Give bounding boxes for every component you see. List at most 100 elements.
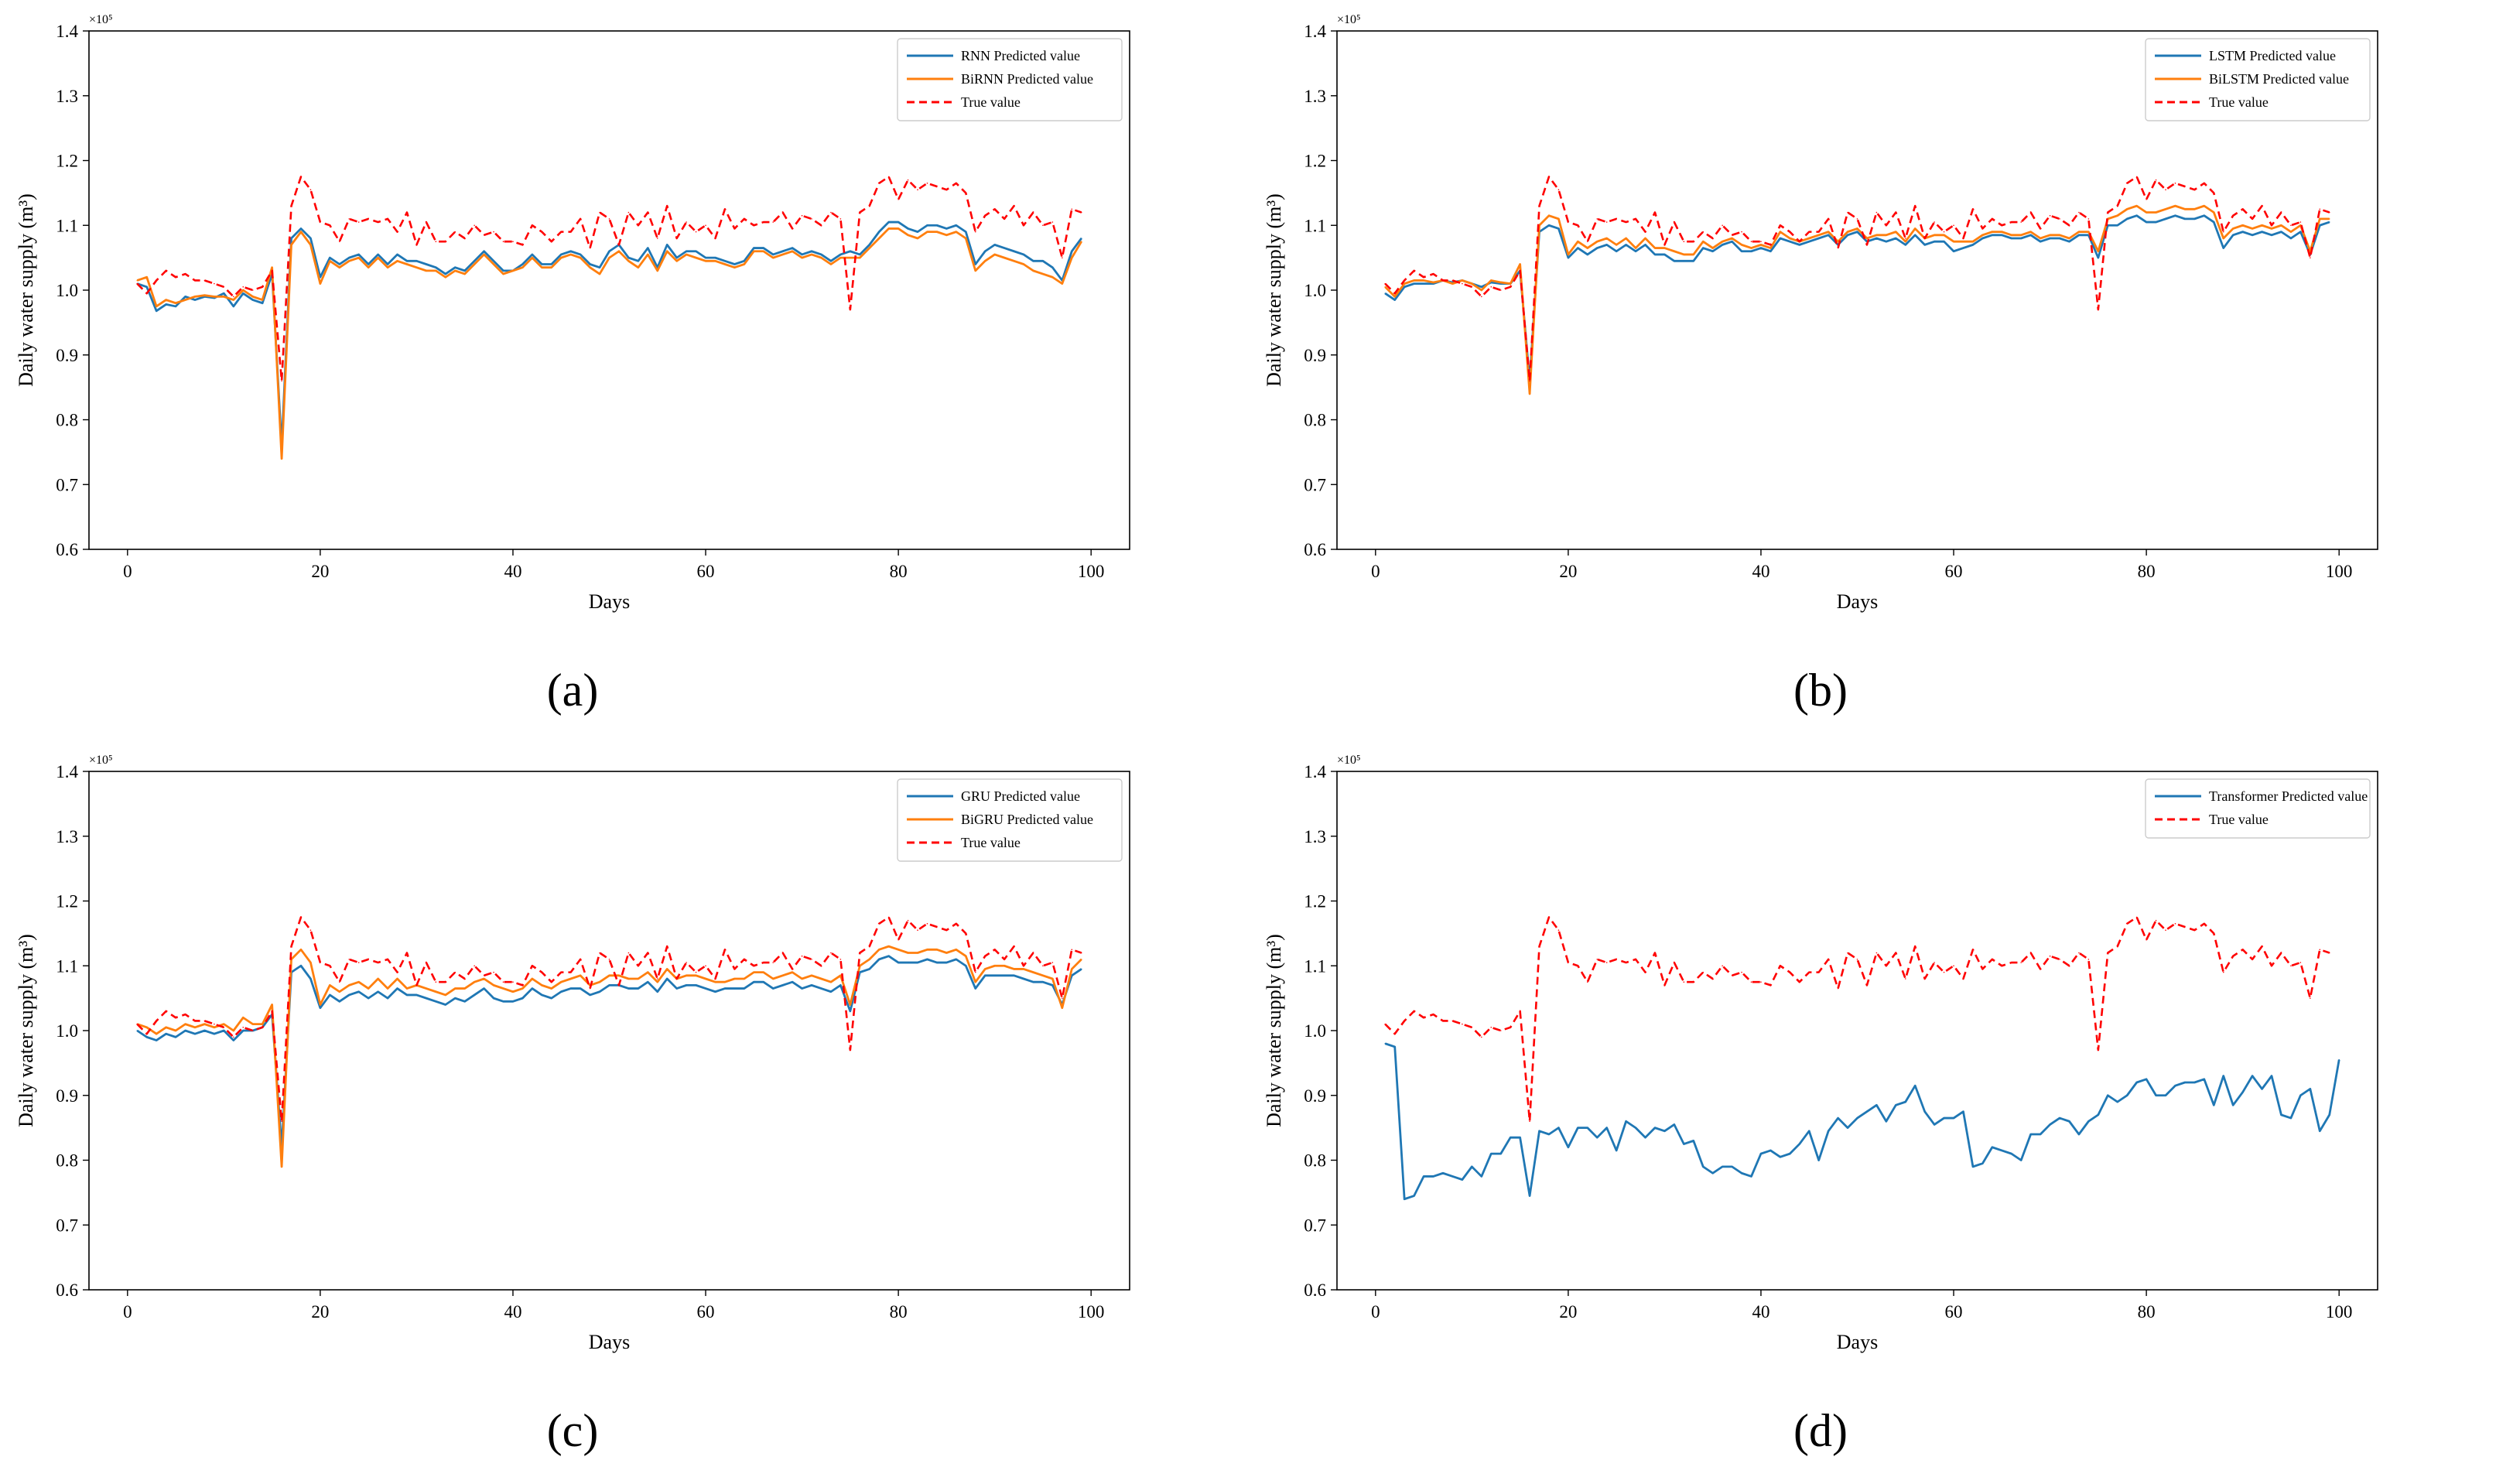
data-point bbox=[387, 218, 388, 220]
data-point bbox=[1625, 962, 1627, 963]
data-point bbox=[532, 254, 533, 255]
data-point bbox=[1625, 221, 1627, 223]
data-point bbox=[387, 997, 388, 999]
data-point bbox=[2020, 962, 2022, 963]
data-point bbox=[965, 955, 967, 957]
data-point bbox=[2319, 218, 2321, 220]
data-point bbox=[1481, 1175, 1482, 1178]
data-point bbox=[1847, 1127, 1848, 1129]
data-point bbox=[1654, 952, 1656, 954]
data-point bbox=[463, 270, 466, 272]
data-point bbox=[2280, 211, 2282, 214]
data-point bbox=[839, 257, 842, 258]
data-point bbox=[1741, 1172, 1742, 1175]
data-point bbox=[2328, 218, 2330, 220]
data-point bbox=[1683, 981, 1685, 983]
data-point bbox=[1062, 257, 1063, 258]
data-point bbox=[936, 962, 938, 963]
data-point bbox=[1702, 971, 1704, 973]
data-point bbox=[569, 987, 572, 990]
data-point bbox=[2252, 1075, 2253, 1077]
data-point bbox=[1702, 1166, 1704, 1168]
data-point bbox=[1013, 260, 1015, 262]
data-point bbox=[830, 981, 832, 983]
data-point bbox=[2310, 1088, 2311, 1090]
data-point bbox=[502, 241, 504, 242]
y-tick-label: 0.6 bbox=[1304, 540, 1326, 559]
data-point bbox=[956, 231, 957, 233]
data-point bbox=[1032, 981, 1034, 983]
data-point bbox=[2116, 224, 2118, 227]
data-point bbox=[1828, 959, 1829, 960]
data-point bbox=[483, 975, 485, 976]
data-point bbox=[271, 266, 273, 268]
data-point bbox=[936, 186, 938, 187]
data-point bbox=[1856, 1117, 1858, 1119]
data-point bbox=[1798, 981, 1800, 983]
data-point bbox=[984, 214, 986, 217]
exponent-label: ×10⁵ bbox=[89, 13, 113, 26]
data-point bbox=[2261, 945, 2263, 947]
data-point bbox=[675, 238, 678, 239]
data-point bbox=[521, 266, 524, 268]
x-tick-label: 100 bbox=[2326, 1302, 2353, 1322]
data-point bbox=[1962, 1110, 1964, 1113]
data-point bbox=[233, 1039, 234, 1041]
legend-label: GRU Predicted value bbox=[961, 788, 1080, 804]
data-point bbox=[320, 282, 321, 285]
data-point bbox=[194, 1027, 196, 1028]
data-point bbox=[792, 971, 793, 973]
data-point bbox=[550, 266, 552, 268]
y-tick-label: 0.7 bbox=[56, 1216, 78, 1235]
data-point bbox=[1481, 1036, 1482, 1038]
data-point bbox=[1923, 978, 1926, 980]
data-point bbox=[357, 254, 360, 255]
data-point bbox=[1529, 380, 1530, 382]
data-point bbox=[850, 257, 851, 258]
data-point bbox=[377, 257, 379, 258]
data-point bbox=[1032, 211, 1034, 214]
data-point bbox=[1393, 296, 1396, 298]
x-tick-label: 0 bbox=[123, 562, 132, 581]
data-point bbox=[878, 959, 880, 960]
data-point bbox=[203, 1023, 206, 1025]
legend-label: True value bbox=[961, 835, 1021, 850]
data-point bbox=[2328, 221, 2330, 223]
data-point bbox=[1943, 241, 1945, 242]
data-point bbox=[1062, 997, 1063, 999]
data-point bbox=[281, 1166, 282, 1168]
data-point bbox=[887, 176, 890, 178]
data-point bbox=[608, 984, 610, 986]
data-point bbox=[2155, 1094, 2157, 1096]
data-point bbox=[936, 231, 938, 233]
data-point bbox=[714, 981, 716, 983]
data-point bbox=[300, 916, 302, 918]
data-point bbox=[2078, 211, 2080, 214]
data-point bbox=[1981, 968, 1984, 970]
data-point bbox=[1568, 257, 1569, 258]
data-point bbox=[1962, 978, 1964, 980]
data-point bbox=[214, 1023, 215, 1025]
data-point bbox=[474, 263, 475, 265]
data-point bbox=[1722, 244, 1723, 246]
data-point bbox=[1741, 244, 1742, 246]
data-point bbox=[502, 270, 504, 272]
data-point bbox=[2261, 224, 2263, 227]
data-point bbox=[2078, 231, 2080, 233]
data-point bbox=[262, 299, 263, 301]
data-point bbox=[1596, 959, 1598, 960]
data-point bbox=[406, 211, 408, 214]
data-point bbox=[1042, 975, 1044, 976]
data-point bbox=[2146, 1079, 2147, 1080]
data-point bbox=[801, 254, 803, 255]
data-point bbox=[1837, 1117, 1839, 1119]
data-point bbox=[724, 260, 726, 262]
data-point bbox=[1847, 234, 1848, 236]
data-point bbox=[474, 224, 475, 227]
data-point bbox=[580, 257, 581, 258]
data-point bbox=[656, 978, 658, 980]
data-point bbox=[589, 987, 591, 990]
data-point bbox=[850, 1049, 851, 1051]
data-point bbox=[1808, 971, 1810, 973]
data-point bbox=[396, 231, 398, 233]
